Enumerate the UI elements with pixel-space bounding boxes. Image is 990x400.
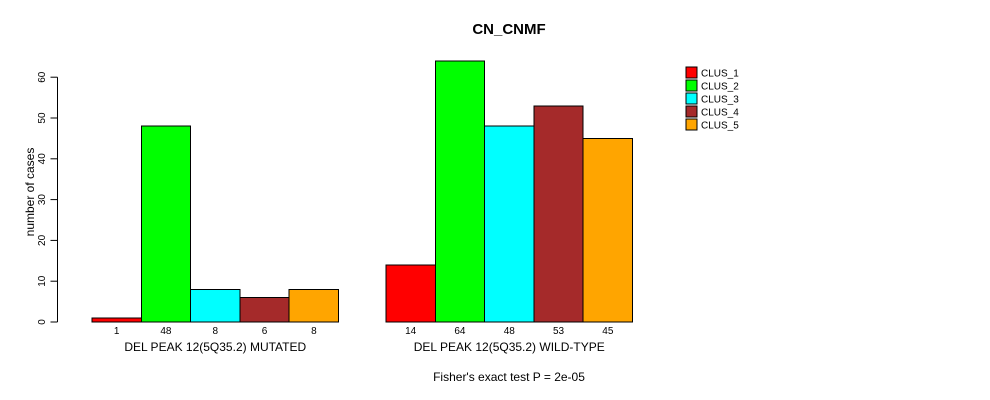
legend-swatch xyxy=(685,118,698,131)
legend: CLUS_1 CLUS_2 CLUS_3 CLUS_4 CLUS_5 xyxy=(685,66,739,132)
fisher-annotation: Fisher's exact test P = 2e-05 xyxy=(433,370,585,384)
group-label: DEL PEAK 12(5Q35.2) WILD-TYPE xyxy=(414,340,605,354)
legend-swatch xyxy=(685,79,698,92)
bar-value-label: 8 xyxy=(311,326,317,337)
bar-value-label: 6 xyxy=(262,326,268,337)
bar-value-label: 14 xyxy=(405,326,417,337)
y-tick-label: 50 xyxy=(37,112,48,124)
legend-swatch xyxy=(685,105,698,118)
bar-clus_2 xyxy=(140,125,192,323)
group-label: DEL PEAK 12(5Q35.2) MUTATED xyxy=(124,340,306,354)
bar-clus_3 xyxy=(484,125,535,323)
legend-label: CLUS_5 xyxy=(701,121,739,132)
bar-value-label: 48 xyxy=(160,326,172,337)
legend-label: CLUS_4 xyxy=(701,108,739,119)
legend-label: CLUS_1 xyxy=(701,69,739,80)
bar-value-label: 64 xyxy=(454,326,466,337)
bar-value-label: 1 xyxy=(114,326,120,337)
bar-value-label: 53 xyxy=(553,326,565,337)
bar-value-label: 8 xyxy=(212,326,218,337)
bar-clus_5 xyxy=(288,288,340,323)
bar-clus_1 xyxy=(385,264,436,323)
bar-clus_4 xyxy=(239,297,290,323)
y-axis-label: number of cases xyxy=(23,148,37,237)
bar-clus_2 xyxy=(434,60,486,323)
bars-area: 1 48 8 6 8 DEL PEAK 12(5Q35.2) MUTATED 14 64 48 5… xyxy=(91,60,634,354)
y-axis: 0 10 20 30 40 50 60 xyxy=(37,71,58,325)
bar-value-label: 48 xyxy=(504,326,516,337)
legend-label: CLUS_3 xyxy=(701,95,739,106)
legend-swatch xyxy=(685,66,698,79)
y-tick-label: 20 xyxy=(37,234,48,246)
y-tick-label: 60 xyxy=(37,71,48,83)
legend-label: CLUS_2 xyxy=(701,82,739,93)
bar-clus_3 xyxy=(190,288,241,323)
bar-clus_5 xyxy=(582,137,634,323)
bar-value-label: 45 xyxy=(602,326,614,337)
y-tick-label: 40 xyxy=(37,153,48,165)
legend-swatch xyxy=(685,92,698,105)
bar-clus_1 xyxy=(91,317,142,323)
bar-clus_4 xyxy=(533,105,584,323)
chart-title: CN_CNMF xyxy=(472,21,545,38)
y-tick-label: 0 xyxy=(37,319,48,325)
y-tick-label: 10 xyxy=(37,275,48,287)
y-tick-label: 30 xyxy=(37,194,48,206)
